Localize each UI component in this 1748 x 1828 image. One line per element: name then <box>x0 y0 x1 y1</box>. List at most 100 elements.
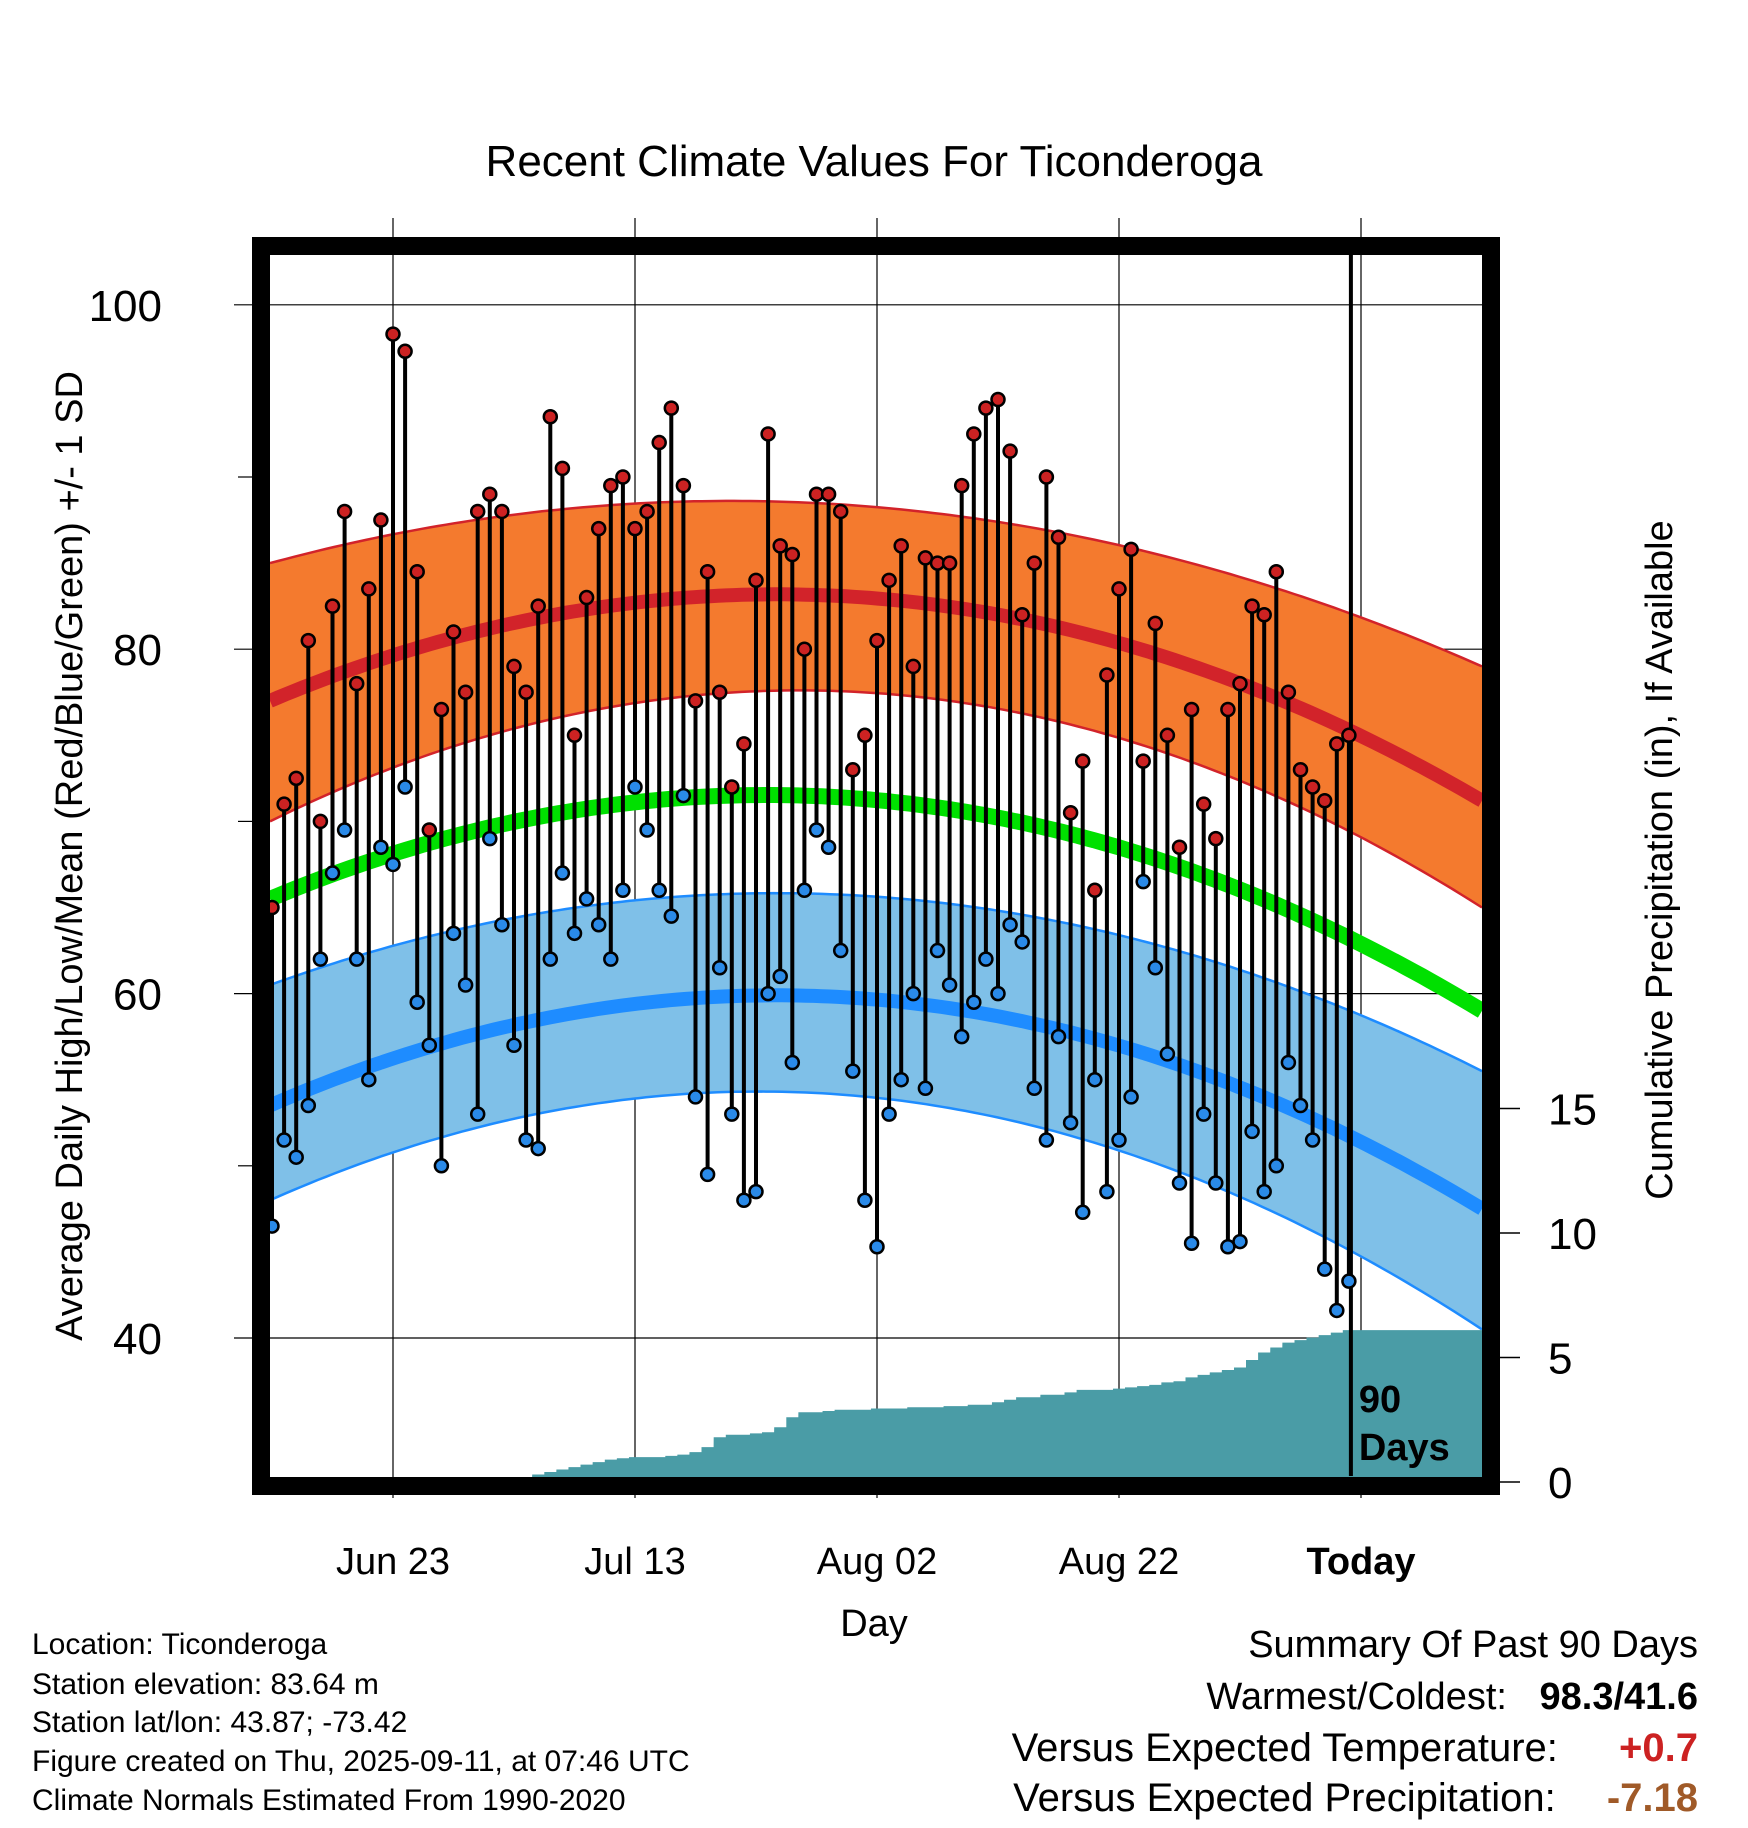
daily-low-point <box>929 942 946 959</box>
info-elevation: Station elevation: 83.64 m <box>32 1668 379 1701</box>
daily-low-point <box>869 1238 885 1255</box>
daily-high-point <box>1026 555 1043 571</box>
daily-high-point <box>699 563 716 580</box>
daily-high-point <box>1256 607 1272 623</box>
daily-high-point <box>336 503 353 520</box>
daily-low-point <box>1268 1158 1285 1174</box>
daily-low-point <box>1183 1235 1200 1252</box>
daily-high-point <box>518 684 534 700</box>
daily-high-point <box>1304 779 1321 795</box>
daily-low-point <box>966 994 982 1010</box>
precip-area-shape <box>270 1330 1482 1482</box>
daily-high-point <box>566 727 583 744</box>
daily-high-point <box>506 658 522 675</box>
daily-low-point <box>530 1140 546 1157</box>
info-normals: Climate Normals Estimated From 1990-2020 <box>32 1784 626 1817</box>
daily-high-point <box>687 693 704 709</box>
daily-high-point <box>869 632 885 649</box>
daily-high-point <box>832 503 849 520</box>
daily-low-point <box>1099 1183 1115 1200</box>
y2-axis-label: Cumulative Precipitation (in), If Availa… <box>1639 520 1681 1199</box>
daily-low-point <box>1050 1028 1067 1045</box>
summary-title: Summary Of Past 90 Days <box>1248 1626 1698 1664</box>
y-tick-label: 80 <box>113 626 162 675</box>
x-tick-label: Aug 02 <box>817 1541 937 1583</box>
temp-value: +0.7 <box>1619 1726 1698 1770</box>
daily-low-point <box>808 822 825 838</box>
daily-high-point <box>1014 607 1030 623</box>
daily-low-point <box>1256 1183 1272 1200</box>
daily-high-point <box>1341 727 1357 744</box>
daily-high-point <box>482 486 498 502</box>
daily-high-point <box>1074 753 1091 769</box>
daily-high-point <box>1195 796 1212 812</box>
daily-low-point <box>796 882 813 899</box>
daily-low-point <box>1171 1175 1188 1191</box>
daily-low-point <box>324 865 341 881</box>
plot-frame <box>252 237 1500 1495</box>
temp-label: Versus Expected Temperature: <box>1011 1726 1558 1770</box>
daily-high-point <box>590 520 607 537</box>
daily-low-point <box>990 985 1006 1002</box>
y2-tick-label: 10 <box>1548 1210 1597 1259</box>
daily-low-point <box>445 925 462 942</box>
daily-low-point <box>1244 1123 1260 1140</box>
daily-low-point <box>905 985 922 1002</box>
daily-high-point <box>941 555 958 571</box>
daily-high-point <box>1087 882 1103 899</box>
daily-low-point <box>772 968 788 985</box>
daily-values <box>264 326 1357 1319</box>
daily-high-point <box>1099 667 1115 683</box>
daily-low-point <box>1341 1273 1357 1289</box>
daily-high-point <box>1062 805 1079 821</box>
daily-low-point <box>615 882 631 899</box>
info-latlon: Station lat/lon: 43.87; -73.42 <box>32 1706 408 1739</box>
daily-low-point <box>312 951 329 967</box>
daily-high-point <box>1329 736 1345 752</box>
daily-high-point <box>736 736 752 752</box>
daily-low-point <box>736 1192 752 1208</box>
daily-high-point <box>1280 684 1297 700</box>
daily-high-point <box>421 822 438 838</box>
daily-high-point <box>760 426 776 442</box>
daily-high-point <box>1050 529 1067 546</box>
daily-low-point <box>687 1089 704 1105</box>
daily-high-point <box>554 460 571 477</box>
daily-low-point <box>457 977 474 993</box>
daily-low-point <box>494 916 510 933</box>
summary-precip: Versus Expected Precipitation: -7.18 <box>1013 1778 1698 1818</box>
daily-high-point <box>990 391 1006 408</box>
daily-high-point <box>1159 727 1176 744</box>
daily-high-point <box>966 426 982 442</box>
daily-low-point <box>1292 1097 1309 1114</box>
daily-low-point <box>663 908 680 924</box>
daily-low-point <box>978 951 994 967</box>
daily-low-point <box>784 1054 801 1071</box>
daily-low-point <box>276 1132 292 1148</box>
daily-high-point <box>845 761 861 778</box>
daily-high-point <box>312 813 329 830</box>
daily-high-point <box>1002 443 1018 459</box>
daily-low-point <box>953 1028 970 1045</box>
daily-high-point <box>1135 753 1151 769</box>
daily-high-point <box>796 641 813 657</box>
daily-high-point <box>1111 581 1127 597</box>
daily-high-point <box>300 632 317 649</box>
x-tick-label: Today <box>1306 1541 1415 1583</box>
daily-high-point <box>978 400 994 416</box>
x-tick-label: Aug 22 <box>1059 1541 1179 1583</box>
summary-warm-cold: Warmest/Coldest: 98.3/41.6 <box>1206 1678 1698 1716</box>
daily-low-point <box>627 779 643 795</box>
daily-high-point <box>651 434 667 451</box>
daily-high-point <box>361 581 377 597</box>
warm-cold-value: 98.3/41.6 <box>1539 1676 1698 1718</box>
x-tick-label: Jul 13 <box>584 1541 685 1583</box>
daily-high-point <box>905 658 922 675</box>
daily-low-point <box>1208 1175 1224 1191</box>
daily-high-point <box>627 520 643 537</box>
daily-low-point <box>917 1080 934 1097</box>
daily-low-point <box>699 1166 716 1183</box>
daily-low-point <box>373 839 389 855</box>
daily-low-point <box>1195 1106 1212 1122</box>
